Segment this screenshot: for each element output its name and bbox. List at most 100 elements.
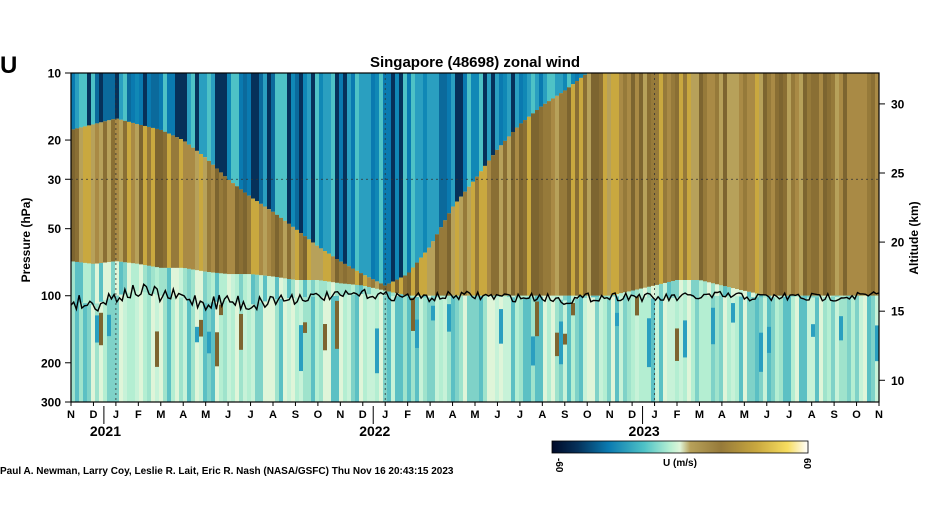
field-cell-troposphere <box>739 297 744 402</box>
field-cell-easterly <box>359 73 364 273</box>
field-cell-troposphere <box>111 297 116 402</box>
field-cell-troposphere <box>275 299 280 402</box>
field-cell-troposphere <box>587 298 592 402</box>
field-cell-westerly <box>215 169 220 273</box>
field-cell-tropospheric-burst <box>711 308 716 344</box>
field-cell-troposphere <box>459 296 464 402</box>
x-year-label: 2023 <box>629 423 660 439</box>
field-cell-troposphere <box>371 295 376 402</box>
field-cell-transition <box>263 276 268 302</box>
field-cell-transition <box>251 274 256 304</box>
field-cell-troposphere <box>567 300 572 402</box>
field-cell-westerly <box>811 73 816 296</box>
field-cell-tropospheric-burst <box>675 328 680 360</box>
field-cell-westerly <box>339 262 344 284</box>
colorbar-gradient <box>552 441 808 453</box>
field-cell-westerly <box>295 230 300 280</box>
field-cell-easterly <box>491 73 496 155</box>
field-cell-troposphere <box>655 298 660 402</box>
field-cell-westerly <box>391 282 396 293</box>
field-cell-easterly <box>267 73 272 209</box>
field-cell-easterly <box>83 73 88 126</box>
field-cell-troposphere <box>595 297 600 402</box>
field-cell-westerly <box>619 73 624 293</box>
field-cell-transition <box>183 268 188 298</box>
field-cell-easterly <box>235 73 240 186</box>
field-cell-westerly <box>523 120 528 296</box>
field-cell-troposphere <box>583 298 588 402</box>
credit-footer: Paul A. Newman, Larry Coy, Leslie R. Lai… <box>0 466 453 477</box>
field-cell-westerly <box>387 284 392 292</box>
field-cell-transition <box>751 293 756 297</box>
field-cell-transition <box>239 274 244 303</box>
field-cell-westerly <box>731 73 736 288</box>
field-cell-easterly <box>535 73 540 110</box>
field-cell-tropospheric-burst <box>375 328 380 373</box>
field-cell-easterly <box>363 73 368 275</box>
field-cell-easterly <box>263 73 268 207</box>
x-tick-label: N <box>606 409 614 421</box>
field-cell-westerly <box>275 215 280 277</box>
field-cell-westerly <box>575 81 580 296</box>
colorbar-label: U (m/s) <box>663 458 697 469</box>
field-cell-easterly <box>75 73 80 128</box>
field-cell-transition <box>303 280 308 297</box>
field-cell-easterly <box>175 73 180 137</box>
field-cell-westerly <box>95 123 100 263</box>
field-cell-troposphere <box>723 296 728 402</box>
field-cell-troposphere <box>415 297 420 402</box>
field-cell-easterly <box>371 73 376 279</box>
field-cell-easterly <box>251 73 256 199</box>
field-cell-westerly <box>343 264 348 284</box>
field-cell-troposphere <box>167 296 172 402</box>
field-cell-easterly <box>239 73 244 189</box>
field-cell-troposphere <box>427 298 432 402</box>
field-cell-westerly <box>195 151 200 270</box>
field-cell-troposphere <box>395 296 400 402</box>
field-cell-westerly <box>751 73 756 293</box>
field-cell-westerly <box>279 218 284 278</box>
field-cell-troposphere <box>75 302 80 402</box>
field-cell-westerly <box>583 75 588 296</box>
field-cell-troposphere <box>791 297 796 402</box>
y2-tick-label: 25 <box>891 166 905 180</box>
field-cell-tropospheric-burst <box>107 315 112 336</box>
field-cell-troposphere <box>495 297 500 402</box>
field-cell-easterly <box>391 73 396 282</box>
field-cell-tropospheric-burst <box>531 336 536 365</box>
field-cell-easterly <box>499 73 504 145</box>
x-tick-label: O <box>583 409 592 421</box>
field-cell-westerly <box>627 73 632 291</box>
x-tick-label: M <box>156 409 165 421</box>
field-cell-westerly <box>855 73 860 296</box>
field-cell-troposphere <box>355 294 360 402</box>
field-cell-westerly <box>363 275 368 286</box>
field-cell-tropospheric-burst <box>559 321 564 364</box>
field-cell-troposphere <box>823 297 828 402</box>
field-cell-troposphere <box>735 296 740 402</box>
field-cell-westerly <box>455 202 460 296</box>
field-cell-westerly <box>251 199 256 275</box>
field-cell-westerly <box>175 137 180 268</box>
field-cell-transition <box>655 285 660 299</box>
field-cell-troposphere <box>403 297 408 402</box>
field-cell-easterly <box>199 73 204 154</box>
field-cell-easterly <box>431 73 436 241</box>
field-cell-easterly <box>435 73 440 234</box>
field-cell-tropospheric-burst <box>635 297 640 316</box>
field-cell-transition <box>831 296 836 297</box>
y2-axis-label: Altitude (km) <box>907 201 921 274</box>
field-cell-transition <box>567 296 572 300</box>
field-cell-easterly <box>463 73 468 192</box>
field-cell-easterly <box>427 73 432 248</box>
x-tick-label: M <box>740 409 749 421</box>
field-cell-troposphere <box>787 297 792 402</box>
field-cell-transition <box>271 277 276 300</box>
field-cell-transition <box>187 269 192 299</box>
field-cell-tropospheric-burst <box>731 303 736 323</box>
y-tick-label: 30 <box>48 173 62 187</box>
field-cell-transition <box>715 284 720 296</box>
field-cell-easterly <box>415 73 420 263</box>
field-cell-easterly <box>547 73 552 101</box>
field-cell-easterly <box>315 73 320 246</box>
